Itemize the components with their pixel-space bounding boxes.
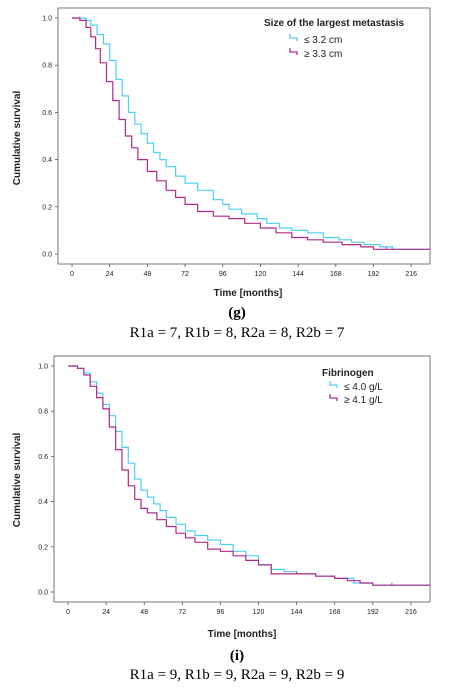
x-tick-label: 192 bbox=[368, 271, 380, 278]
legend-swatch-low bbox=[289, 34, 298, 41]
x-tick-label: 216 bbox=[405, 271, 417, 278]
legend-title: Size of the largest metastasis bbox=[264, 18, 404, 29]
x-tick-label: 216 bbox=[405, 609, 417, 616]
legend-label-low: ≤ 4.0 g/L bbox=[344, 382, 383, 393]
legend-label-low: ≤ 3.2 cm bbox=[304, 35, 342, 46]
y-tick-label: 0.4 bbox=[38, 499, 48, 506]
y-tick-label: 0.0 bbox=[38, 590, 48, 597]
legend-label-high: ≥ 4.1 g/L bbox=[344, 395, 383, 406]
x-tick-label: 0 bbox=[66, 609, 70, 616]
plot-frame bbox=[57, 7, 431, 265]
legend-label-high: ≥ 3.3 cm bbox=[304, 49, 342, 60]
y-axis-title: Cumulative survival bbox=[12, 91, 23, 186]
x-tick-label: 0 bbox=[70, 271, 74, 278]
x-tick-label: 72 bbox=[178, 609, 186, 616]
x-tick-label: 168 bbox=[330, 271, 342, 278]
y-tick-label: 0.8 bbox=[42, 63, 52, 70]
y-tick-label: 0.2 bbox=[38, 544, 48, 551]
x-tick-label: 48 bbox=[143, 271, 151, 278]
y-tick-label: 1.0 bbox=[38, 364, 48, 371]
y-axis-title: Cumulative survival bbox=[12, 433, 23, 528]
y-tick-label: 0.6 bbox=[38, 454, 48, 461]
y-tick-label: 0.8 bbox=[38, 409, 48, 416]
chart-panel-g: 0.0 0.2 0.4 0.6 0.8 1.0 0 24 48 72 96 120 144 168 192 2… bbox=[12, 7, 431, 299]
x-tick-label: 120 bbox=[253, 609, 265, 616]
legend-swatch-high bbox=[289, 48, 298, 55]
chart-panel-i: 0.0 0.2 0.4 0.6 0.8 1.0 0 24 48 72 96 120 144 168 192 2… bbox=[12, 355, 431, 640]
panel-g-caption: R1a = 7, R1b = 8, R2a = 8, R2b = 7 bbox=[129, 325, 345, 341]
x-tick-label: 144 bbox=[292, 271, 304, 278]
panel-g-letter: (g) bbox=[228, 305, 246, 321]
x-tick-label: 120 bbox=[255, 271, 267, 278]
x-tick-label: 168 bbox=[329, 609, 341, 616]
x-tick-label: 192 bbox=[367, 609, 379, 616]
x-tick-label: 24 bbox=[106, 271, 114, 278]
x-tick-label: 48 bbox=[140, 609, 148, 616]
x-tick-label: 96 bbox=[217, 609, 225, 616]
x-tick-label: 96 bbox=[219, 271, 227, 278]
panel-i-caption: R1a = 9, R1b = 9, R2a = 9, R2b = 9 bbox=[129, 667, 345, 683]
legend-title: Fibrinogen bbox=[322, 368, 374, 379]
y-tick-label: 1.0 bbox=[42, 16, 52, 23]
y-tick-label: 0.4 bbox=[42, 157, 52, 164]
x-tick-label: 24 bbox=[102, 609, 110, 616]
legend-swatch-high bbox=[329, 394, 338, 401]
x-tick-label: 72 bbox=[181, 271, 189, 278]
x-axis-title: Time [months] bbox=[208, 629, 277, 640]
y-tick-label: 0.0 bbox=[42, 252, 52, 259]
plot-frame bbox=[53, 355, 431, 603]
x-tick-label: 144 bbox=[291, 609, 303, 616]
panel-i-letter: (i) bbox=[229, 648, 245, 664]
x-axis-title: Time [months] bbox=[214, 288, 283, 299]
y-tick-label: 0.6 bbox=[42, 110, 52, 117]
legend-swatch-low bbox=[329, 381, 338, 388]
y-tick-label: 0.2 bbox=[42, 204, 52, 211]
